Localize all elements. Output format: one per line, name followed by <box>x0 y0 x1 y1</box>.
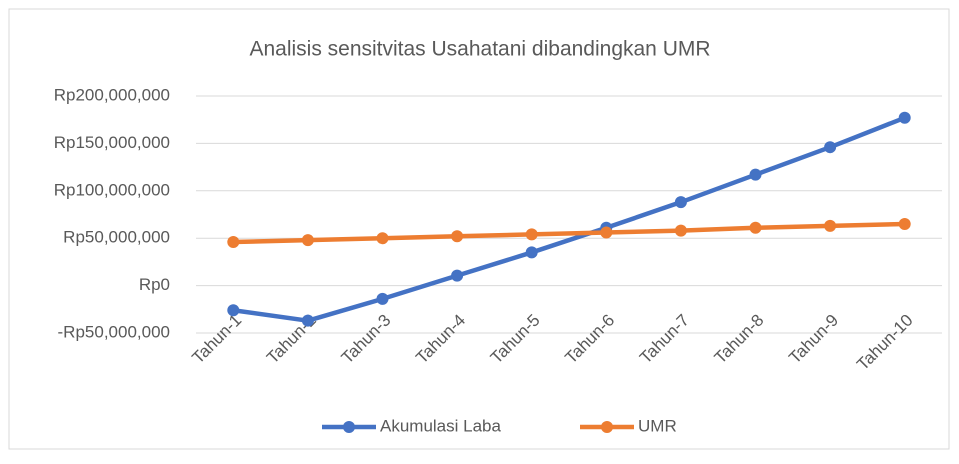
data-point <box>824 141 837 154</box>
y-tick-label: Rp0 <box>139 275 170 294</box>
y-tick-label: Rp150,000,000 <box>54 133 170 152</box>
data-point <box>600 226 613 239</box>
y-tick-label: -Rp50,000,000 <box>58 322 170 341</box>
data-point <box>301 234 314 247</box>
data-point <box>227 235 240 248</box>
legend-marker <box>601 421 613 433</box>
data-point <box>376 292 389 305</box>
data-point <box>898 111 911 124</box>
data-point <box>451 269 464 282</box>
series-line <box>231 221 907 245</box>
legend-label: Akumulasi Laba <box>380 416 502 435</box>
legend-label: UMR <box>638 416 677 435</box>
y-tick-label: Rp100,000,000 <box>54 180 170 199</box>
data-point <box>749 168 762 181</box>
data-point <box>898 217 911 230</box>
y-tick-label: Rp50,000,000 <box>63 228 170 247</box>
data-point <box>525 228 538 241</box>
chart-title: Analisis sensitvitas Usahatani dibanding… <box>249 38 710 61</box>
data-point <box>525 246 538 259</box>
data-point <box>674 224 687 237</box>
data-point <box>301 314 314 327</box>
data-point <box>824 219 837 232</box>
data-point <box>376 232 389 245</box>
legend-marker <box>343 421 355 433</box>
data-point <box>674 196 687 209</box>
y-tick-label: Rp200,000,000 <box>54 85 170 104</box>
data-point <box>749 221 762 234</box>
series-line <box>231 115 907 323</box>
data-point <box>227 304 240 317</box>
data-point <box>451 230 464 243</box>
